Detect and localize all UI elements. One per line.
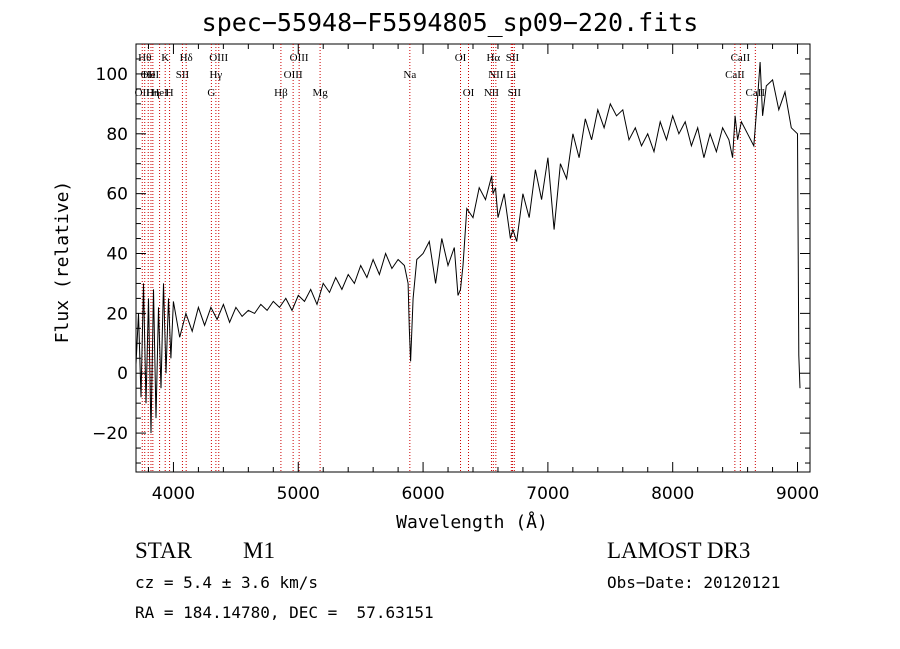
spectrum-line (135, 61, 801, 434)
line-label-6731: SII (508, 87, 522, 99)
line-label-5175: Mg (312, 87, 328, 99)
y-tick-label-60: 60 (106, 185, 128, 205)
emission-line-markers (141, 44, 756, 472)
x-tick-label-8000: 8000 (651, 484, 694, 504)
line-label-6716: SII (506, 52, 520, 64)
object-class: STAR (135, 538, 192, 563)
line-label-6364: OI (463, 87, 475, 99)
line-label-6583: NII (488, 69, 504, 81)
spectrum-plot: OIIHθOIIHeIHηHeIKHSIIHδGHγOIIIHβOIIIOIII… (52, 43, 819, 533)
plot-frame (135, 43, 811, 473)
line-label-4072: SII (176, 69, 190, 81)
line-label-3770: Hθ (138, 52, 151, 64)
chart-title: spec−55948−F5594805_sp09−220.fits (201, 8, 699, 37)
line-label-3820: HeI (143, 69, 160, 81)
y-tick-label-100: 100 (96, 65, 128, 85)
y-tick-label--20: −20 (92, 424, 128, 444)
x-axis-label: Wavelength (Å) (396, 511, 548, 533)
x-tick-label-7000: 7000 (526, 484, 569, 504)
line-label-3889: HeI (151, 87, 168, 99)
line-label-4340: Hγ (209, 69, 222, 81)
emission-line-labels: OIIHθOIIHeIHηHeIKHSIIHδGHγOIIIHβOIIIOIII… (135, 52, 766, 99)
line-label-6563: Hα (486, 52, 500, 64)
coordinates: RA = 184.14780, DEC = 57.63151 (135, 603, 434, 622)
line-label-6300: OI (455, 52, 467, 64)
y-tick-label-80: 80 (106, 125, 128, 145)
line-label-3835: Hη (146, 87, 160, 99)
x-tick-label-4000: 4000 (152, 484, 195, 504)
line-label-8662: CaII (746, 87, 766, 99)
line-label-3798: OII (141, 69, 157, 81)
line-label-4304: G (207, 87, 215, 99)
plot-frame-group (135, 43, 811, 473)
line-label-6548: NII (484, 87, 500, 99)
y-axis-label: Flux (relative) (52, 181, 73, 344)
line-label-4363: OIII (209, 52, 228, 64)
line-label-3934: K (161, 52, 169, 64)
line-label-3969: H (166, 87, 174, 99)
object-subclass: M1 (243, 538, 275, 563)
line-label-8542: CaII (731, 52, 751, 64)
line-label-8498: CaII (725, 69, 745, 81)
y-tick-label-20: 20 (106, 304, 128, 324)
line-label-5894: Na (403, 69, 416, 81)
line-label-4102: Hδ (180, 52, 193, 64)
survey-name: LAMOST DR3 (607, 538, 751, 563)
line-label-3750: OII (135, 87, 151, 99)
axis-ticks (136, 43, 810, 472)
line-label-4861: Hβ (274, 87, 288, 99)
x-tick-label-6000: 6000 (401, 484, 444, 504)
y-tick-label-40: 40 (106, 245, 128, 265)
x-tick-label-5000: 5000 (277, 484, 320, 504)
x-tick-label-9000: 9000 (776, 484, 819, 504)
line-label-6707: Li (506, 69, 516, 81)
line-label-5007: OIII (290, 52, 309, 64)
y-tick-label-0: 0 (117, 364, 128, 384)
axis-tick-labels: 4000 5000 6000 7000 8000 9000 −20 0 20 40 60 80 100 (92, 65, 819, 504)
redshift-velocity: cz = 5.4 ± 3.6 km/s (135, 573, 319, 592)
observation-date: Obs−Date: 20120121 (607, 573, 781, 592)
line-label-4959: OIII (284, 69, 303, 81)
